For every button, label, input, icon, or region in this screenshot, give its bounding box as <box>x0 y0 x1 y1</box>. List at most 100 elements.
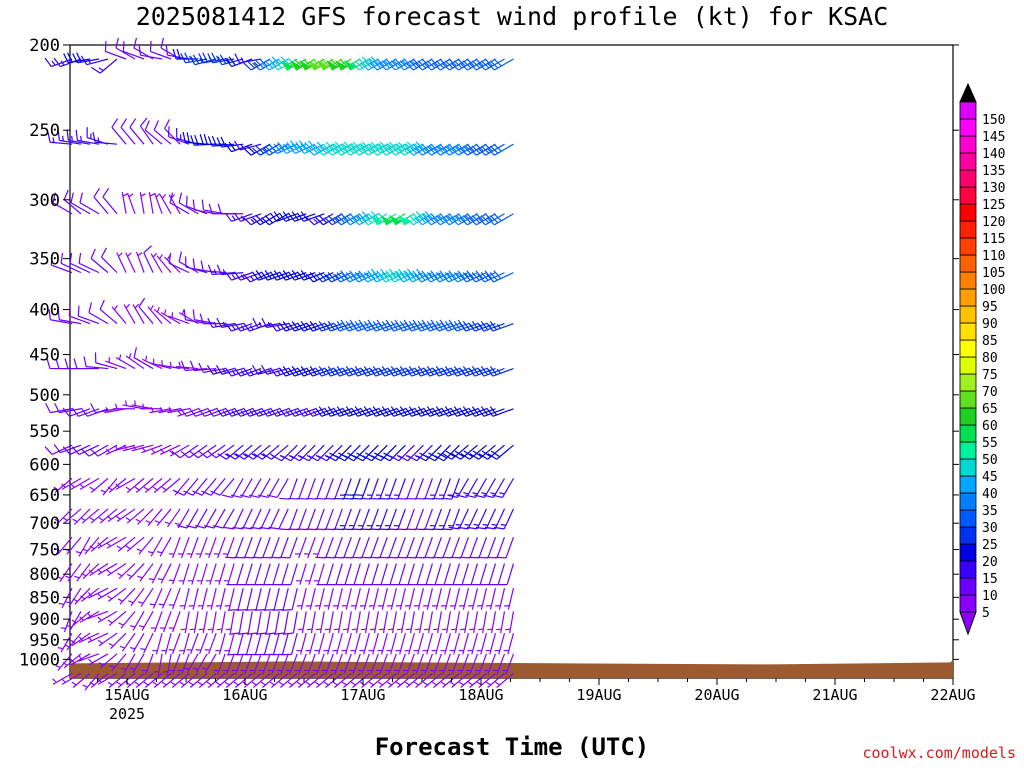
barb-feather <box>381 60 391 69</box>
barb-feather <box>309 365 317 376</box>
wind-barb <box>80 508 100 524</box>
barb-half-feather <box>240 410 245 416</box>
wind-barb <box>148 192 155 214</box>
barb-feather <box>380 455 391 462</box>
barb-feather <box>89 448 99 457</box>
y-tick-label: 850 <box>29 588 60 608</box>
barb-staff <box>276 478 289 498</box>
barb-staff <box>78 262 100 274</box>
barb-feather <box>481 450 492 458</box>
barb-half-feather <box>369 628 376 631</box>
barb-staff <box>185 266 208 274</box>
barb-feather <box>296 407 305 417</box>
barb-half-feather <box>135 518 141 523</box>
barb-half-feather <box>107 595 112 600</box>
colorbar-label: 130 <box>982 181 1005 196</box>
wind-barb <box>253 444 280 460</box>
barb-feather <box>228 141 236 151</box>
wind-barb <box>92 131 118 145</box>
barb-half-feather <box>206 681 212 686</box>
plot-frame <box>69 44 954 679</box>
barb-feather <box>208 203 213 214</box>
barb-feather <box>390 321 398 331</box>
barb-feather <box>343 494 355 496</box>
barb-feather <box>463 450 474 458</box>
barb-feather <box>486 217 495 226</box>
barb-feather <box>444 321 453 331</box>
wind-barb <box>213 653 226 675</box>
barb-feather <box>243 217 252 226</box>
wind-barb <box>342 508 361 531</box>
barb-half-feather <box>81 572 87 577</box>
barb-half-feather <box>377 143 383 148</box>
barb-feather <box>307 140 316 149</box>
wind-barb <box>68 305 91 325</box>
barb-half-feather <box>226 57 231 63</box>
wind-barb <box>89 508 109 524</box>
source-credit[interactable]: coolwx.com/models <box>862 744 1016 762</box>
wind-barb <box>422 672 442 688</box>
wind-barb <box>125 536 145 552</box>
wind-barb <box>204 632 217 655</box>
barb-feather <box>441 322 449 332</box>
wind-barb <box>106 536 127 549</box>
barb-feather <box>286 141 295 151</box>
colorbar-label: 10 <box>982 589 998 604</box>
wind-barb <box>88 653 109 666</box>
barb-half-feather <box>442 628 448 631</box>
barb-feather <box>198 450 208 459</box>
barb-half-feather <box>423 212 428 218</box>
barb-half-feather <box>75 551 82 554</box>
barb-half-feather <box>258 321 263 327</box>
barb-staff <box>469 537 479 559</box>
barb-feather <box>46 358 51 369</box>
barb-feather <box>270 556 281 559</box>
barb-feather <box>388 268 397 278</box>
barb-half-feather <box>74 575 80 579</box>
barb-staff <box>78 315 100 325</box>
barb-half-feather <box>440 681 446 686</box>
barb-half-feather <box>183 667 190 670</box>
barb-half-feather <box>325 274 331 279</box>
wind-barb <box>157 563 172 584</box>
wind-barb <box>140 403 163 410</box>
barb-feather <box>396 407 404 417</box>
wind-barb <box>430 653 442 675</box>
barb-half-feather <box>251 453 257 458</box>
wind-barb <box>197 672 217 688</box>
barb-half-feather <box>98 67 104 72</box>
barb-half-feather <box>386 681 392 686</box>
barb-half-feather <box>159 254 163 260</box>
wind-barb <box>201 653 217 674</box>
barb-half-feather <box>294 410 299 416</box>
barb-feather <box>234 556 245 559</box>
barb-half-feather <box>145 520 151 524</box>
barb-feather <box>104 41 107 52</box>
wind-barb <box>305 672 325 688</box>
wind-barb <box>55 653 73 672</box>
barb-feather <box>367 143 376 152</box>
barb-feather <box>243 147 252 156</box>
barb-half-feather <box>253 61 259 67</box>
barb-feather <box>239 494 251 499</box>
barb-feather <box>188 407 196 417</box>
barb-half-feather <box>166 255 171 261</box>
wind-barb <box>172 48 199 60</box>
barb-feather <box>318 406 326 416</box>
barb-staff <box>479 563 488 585</box>
colorbar-label: 105 <box>982 266 1005 281</box>
barb-feather <box>198 362 205 373</box>
wind-barb <box>217 444 244 460</box>
wind-barb <box>387 611 397 634</box>
wind-barb <box>465 478 487 499</box>
colorbar-label: 35 <box>982 504 998 519</box>
barb-half-feather <box>109 664 115 669</box>
barb-feather <box>432 273 440 283</box>
barb-feather <box>367 58 376 67</box>
barb-staff <box>325 508 334 530</box>
wind-barb <box>423 478 442 500</box>
wind-barb <box>227 633 244 656</box>
barb-pennant <box>280 60 294 71</box>
barb-feather <box>362 455 373 462</box>
barb-half-feather <box>224 453 230 458</box>
